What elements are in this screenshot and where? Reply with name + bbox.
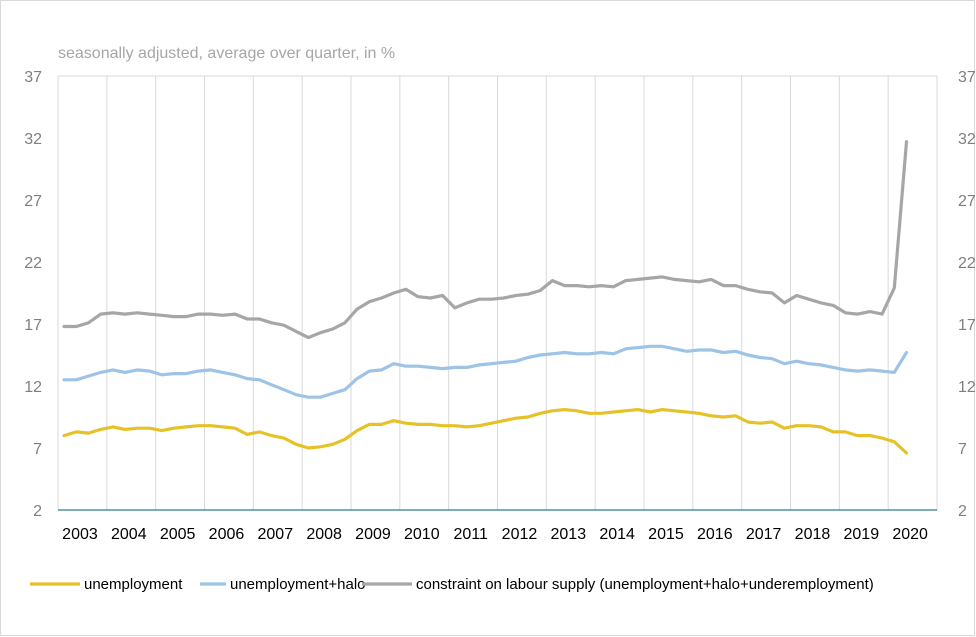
x-tick-label: 2013 [551, 526, 587, 543]
legend-label: unemployment [84, 576, 183, 593]
legend: unemployment unemployment+halo constraint … [30, 576, 874, 593]
y-tick-label-left: 27 [24, 193, 42, 210]
y-tick-label-left: 22 [24, 255, 42, 272]
x-tick-label: 2007 [258, 526, 294, 543]
y-tick-label-left: 32 [24, 131, 42, 148]
x-tick-label: 2018 [795, 526, 831, 543]
x-tick-label: 2014 [599, 526, 635, 543]
y-tick-label-right: 17 [958, 317, 976, 334]
y-tick-label-right: 12 [958, 379, 976, 396]
x-tick-label: 2012 [502, 526, 538, 543]
series-line-1 [62, 408, 909, 455]
y-tick-label-right: 27 [958, 193, 976, 210]
y-tick-label-left: 2 [33, 503, 42, 520]
series-lines [62, 140, 909, 455]
x-tick-label: 2010 [404, 526, 440, 543]
x-tick-label: 2003 [62, 526, 98, 543]
x-tick-label: 2009 [355, 526, 391, 543]
x-tick-label: 2004 [111, 526, 147, 543]
x-tick-label: 2015 [648, 526, 684, 543]
y-tick-label-right: 7 [958, 441, 967, 458]
y-tick-label-right: 22 [958, 255, 976, 272]
x-tick-label: 2020 [892, 526, 928, 543]
series-line-3 [62, 140, 909, 340]
chart-subtitle: seasonally adjusted, average over quarte… [58, 45, 395, 62]
y-tick-label-left: 37 [24, 69, 42, 86]
legend-label: unemployment+halo [230, 576, 366, 593]
x-tick-label: 2019 [844, 526, 880, 543]
x-tick-label: 2017 [746, 526, 782, 543]
y-tick-label-right: 32 [958, 131, 976, 148]
y-tick-label-left: 7 [33, 441, 42, 458]
x-tick-label: 2011 [453, 526, 488, 543]
y-tick-label-right: 37 [958, 69, 976, 86]
x-tick-label: 2005 [160, 526, 196, 543]
legend-label: constraint on labour supply (unemploymen… [416, 576, 874, 593]
y-tick-label-left: 17 [24, 317, 42, 334]
y-tick-label-left: 12 [24, 379, 42, 396]
y-tick-label-right: 2 [958, 503, 967, 520]
x-tick-label: 2008 [306, 526, 342, 543]
gridlines [57, 75, 938, 510]
series-line-2 [62, 344, 909, 399]
x-tick-label: 2016 [697, 526, 733, 543]
x-tick-label: 2006 [209, 526, 245, 543]
